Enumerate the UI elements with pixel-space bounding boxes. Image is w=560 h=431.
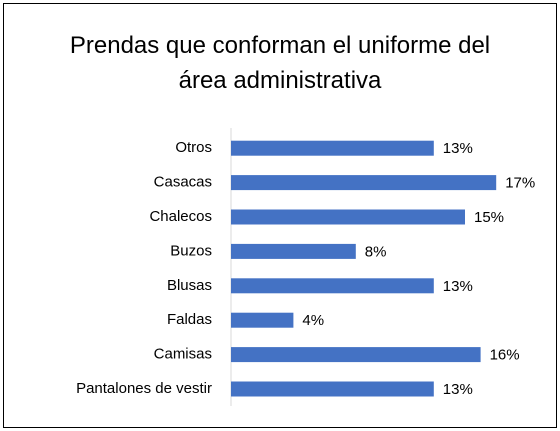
category-label: Pantalones de vestir: [76, 380, 212, 397]
category-label: Blusas: [167, 277, 212, 294]
data-label: 8%: [365, 243, 387, 260]
data-label: 4%: [302, 312, 324, 329]
data-label: 13%: [443, 278, 473, 295]
bar: [231, 209, 465, 225]
bar: [231, 140, 434, 156]
bar: [231, 381, 434, 397]
data-label: 15%: [474, 209, 504, 226]
bar: [231, 347, 481, 363]
data-label: 13%: [443, 381, 473, 398]
chart-title: Prendas que conforman el uniforme del ár…: [69, 32, 491, 94]
chart-border: [3, 3, 557, 428]
bar: [231, 243, 356, 259]
data-label: 17%: [505, 175, 535, 192]
bar: [231, 312, 294, 328]
category-label: Faldas: [167, 311, 212, 328]
category-label: Otros: [175, 139, 212, 156]
category-label: Buzos: [170, 242, 212, 259]
data-label: 13%: [443, 140, 473, 157]
data-label: 16%: [490, 347, 520, 364]
category-label: Camisas: [154, 346, 212, 363]
category-label: Casacas: [154, 174, 212, 191]
category-label: Chalecos: [149, 208, 212, 225]
bar: [231, 278, 434, 294]
bar: [231, 175, 497, 191]
